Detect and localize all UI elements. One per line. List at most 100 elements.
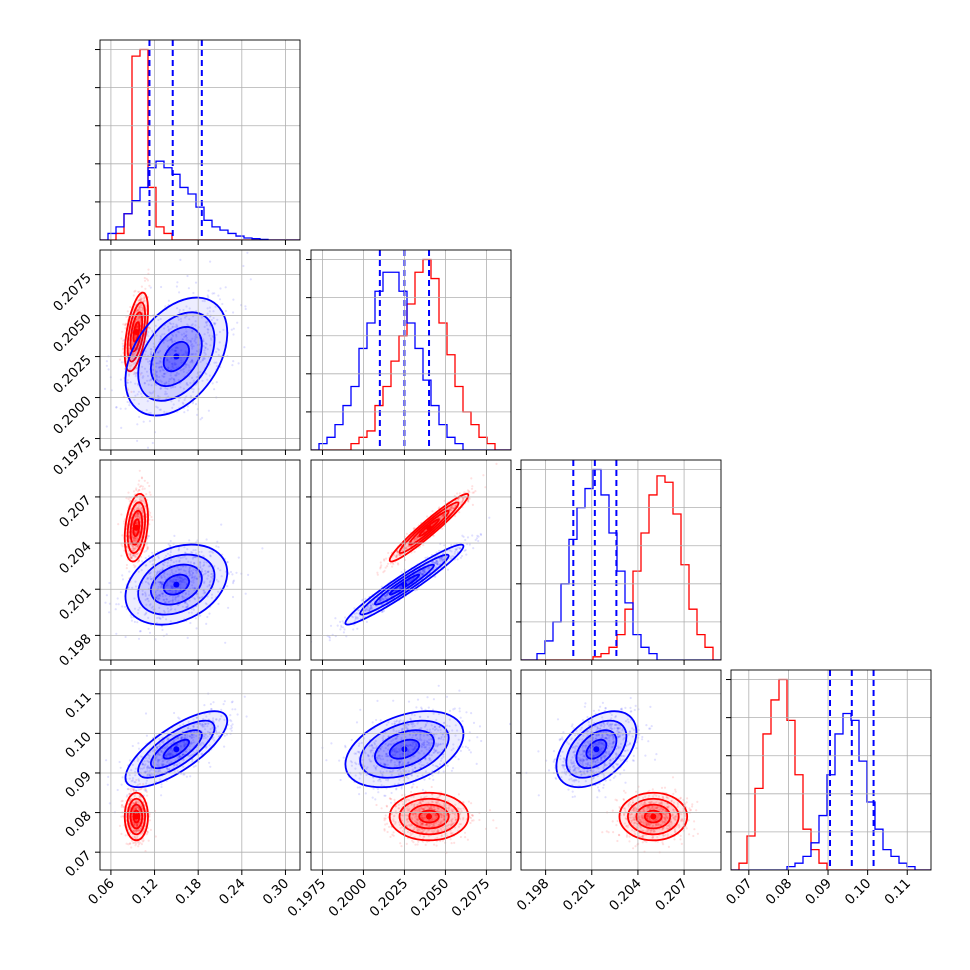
- scatter-point: [448, 549, 451, 552]
- scatter-point: [162, 341, 165, 344]
- scatter-point: [443, 544, 446, 547]
- scatter-point: [218, 330, 221, 334]
- scatter-point: [147, 535, 151, 538]
- scatter-point: [450, 506, 453, 509]
- scatter-point: [136, 325, 139, 328]
- scatter-point: [161, 592, 165, 595]
- scatter-point: [191, 345, 194, 348]
- scatter-point: [166, 353, 169, 356]
- scatter-point: [174, 349, 177, 352]
- scatter-point: [171, 362, 174, 365]
- scatter-point: [364, 597, 367, 601]
- scatter-point: [170, 585, 173, 588]
- scatter-point: [381, 610, 384, 614]
- scatter-point: [442, 555, 445, 558]
- scatter-point: [149, 577, 152, 580]
- scatter-point: [184, 569, 187, 573]
- scatter-point: [132, 538, 135, 542]
- scatter-point: [178, 559, 181, 562]
- scatter-point: [180, 359, 183, 362]
- scatter-point: [415, 536, 419, 539]
- scatter-point: [158, 597, 161, 600]
- scatter-point: [454, 550, 457, 553]
- scatter-point: [135, 836, 138, 839]
- scatter-point: [135, 351, 138, 354]
- scatter-point: [147, 335, 150, 338]
- scatter-point: [379, 597, 383, 601]
- scatter-point: [186, 606, 189, 609]
- y-tick-label: 0.2025: [50, 352, 95, 397]
- scatter-point: [439, 562, 442, 566]
- scatter-point: [130, 556, 133, 560]
- scatter-point: [207, 409, 210, 412]
- scatter-point: [215, 333, 218, 336]
- scatter-point: [140, 484, 143, 487]
- scatter-point: [378, 600, 381, 603]
- scatter-point: [136, 423, 139, 426]
- scatter-point: [144, 353, 147, 356]
- scatter-point: [232, 311, 235, 314]
- scatter-point: [202, 340, 205, 343]
- density-peak-series-0: [133, 328, 140, 335]
- scatter-point: [204, 572, 207, 575]
- y-tick-label: 0.2050: [50, 311, 95, 356]
- scatter-point: [184, 592, 188, 595]
- scatter-point: [135, 537, 138, 540]
- panel-plot-area: [731, 670, 931, 870]
- y-tick-label: 0.204: [56, 539, 95, 578]
- scatter-point: [450, 505, 453, 508]
- scatter-point: [183, 398, 186, 402]
- scatter-point: [449, 507, 453, 510]
- scatter-point: [107, 368, 110, 371]
- scatter-point: [139, 295, 142, 298]
- scatter-point: [169, 558, 172, 562]
- scatter-point: [159, 581, 162, 584]
- scatter-point: [184, 551, 187, 554]
- scatter-point: [435, 559, 438, 562]
- scatter-point: [133, 806, 136, 809]
- scatter-point: [131, 536, 134, 539]
- scatter-point: [211, 334, 214, 338]
- scatter-point: [442, 514, 445, 518]
- scatter-point: [465, 553, 468, 556]
- scatter-point: [451, 504, 454, 508]
- scatter-point: [203, 357, 206, 360]
- scatter-point: [161, 582, 164, 586]
- scatter-point: [195, 349, 198, 353]
- scatter-point: [156, 406, 159, 409]
- scatter-point: [194, 353, 197, 356]
- scatter-point: [145, 611, 148, 614]
- scatter-point: [138, 809, 141, 812]
- scatter-point: [183, 596, 186, 599]
- scatter-point: [130, 789, 133, 793]
- scatter-point: [159, 590, 162, 593]
- scatter-point: [220, 523, 223, 526]
- scatter-point: [135, 325, 138, 328]
- scatter-point: [149, 493, 152, 496]
- scatter-point: [453, 506, 456, 509]
- scatter-point: [137, 317, 140, 320]
- scatter-point: [366, 609, 369, 612]
- scatter-point: [167, 345, 170, 348]
- scatter-point: [171, 348, 174, 351]
- scatter-point: [176, 604, 179, 607]
- scatter-point: [440, 556, 443, 559]
- scatter-point: [136, 310, 139, 313]
- scatter-point: [227, 606, 230, 609]
- scatter-point: [244, 592, 247, 595]
- scatter-point: [185, 605, 188, 608]
- scatter-point: [371, 602, 374, 606]
- scatter-point: [460, 554, 464, 558]
- scatter-point: [174, 346, 177, 350]
- scatter-point: [131, 819, 134, 822]
- scatter-point: [139, 630, 142, 633]
- scatter-point: [167, 600, 170, 603]
- scatter-point: [134, 831, 137, 834]
- scatter-point: [188, 307, 191, 310]
- scatter-point: [158, 408, 161, 411]
- scatter-point: [132, 352, 135, 355]
- scatter-point: [136, 512, 139, 515]
- scatter-point: [135, 807, 138, 810]
- scatter-point: [146, 548, 149, 551]
